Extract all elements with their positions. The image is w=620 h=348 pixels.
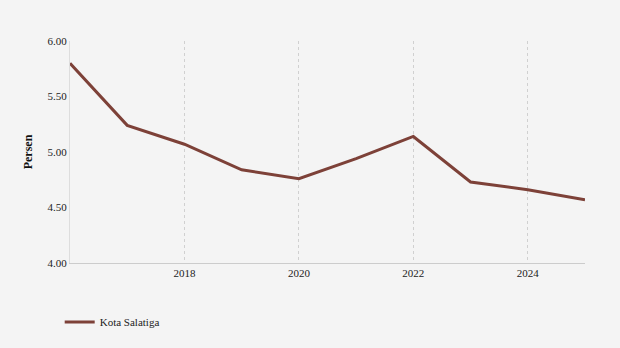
svg-text:4.50: 4.50 — [48, 201, 68, 213]
svg-text:2022: 2022 — [402, 267, 424, 279]
svg-text:6.00: 6.00 — [48, 35, 68, 47]
svg-text:2020: 2020 — [288, 267, 311, 279]
svg-text:5.00: 5.00 — [48, 146, 68, 158]
svg-text:2018: 2018 — [173, 267, 196, 279]
svg-text:5.50: 5.50 — [48, 90, 68, 102]
svg-text:Persen: Persen — [21, 134, 35, 169]
svg-text:2024: 2024 — [517, 267, 540, 279]
svg-text:4.00: 4.00 — [48, 257, 68, 269]
svg-text:Kota Salatiga: Kota Salatiga — [100, 316, 160, 328]
